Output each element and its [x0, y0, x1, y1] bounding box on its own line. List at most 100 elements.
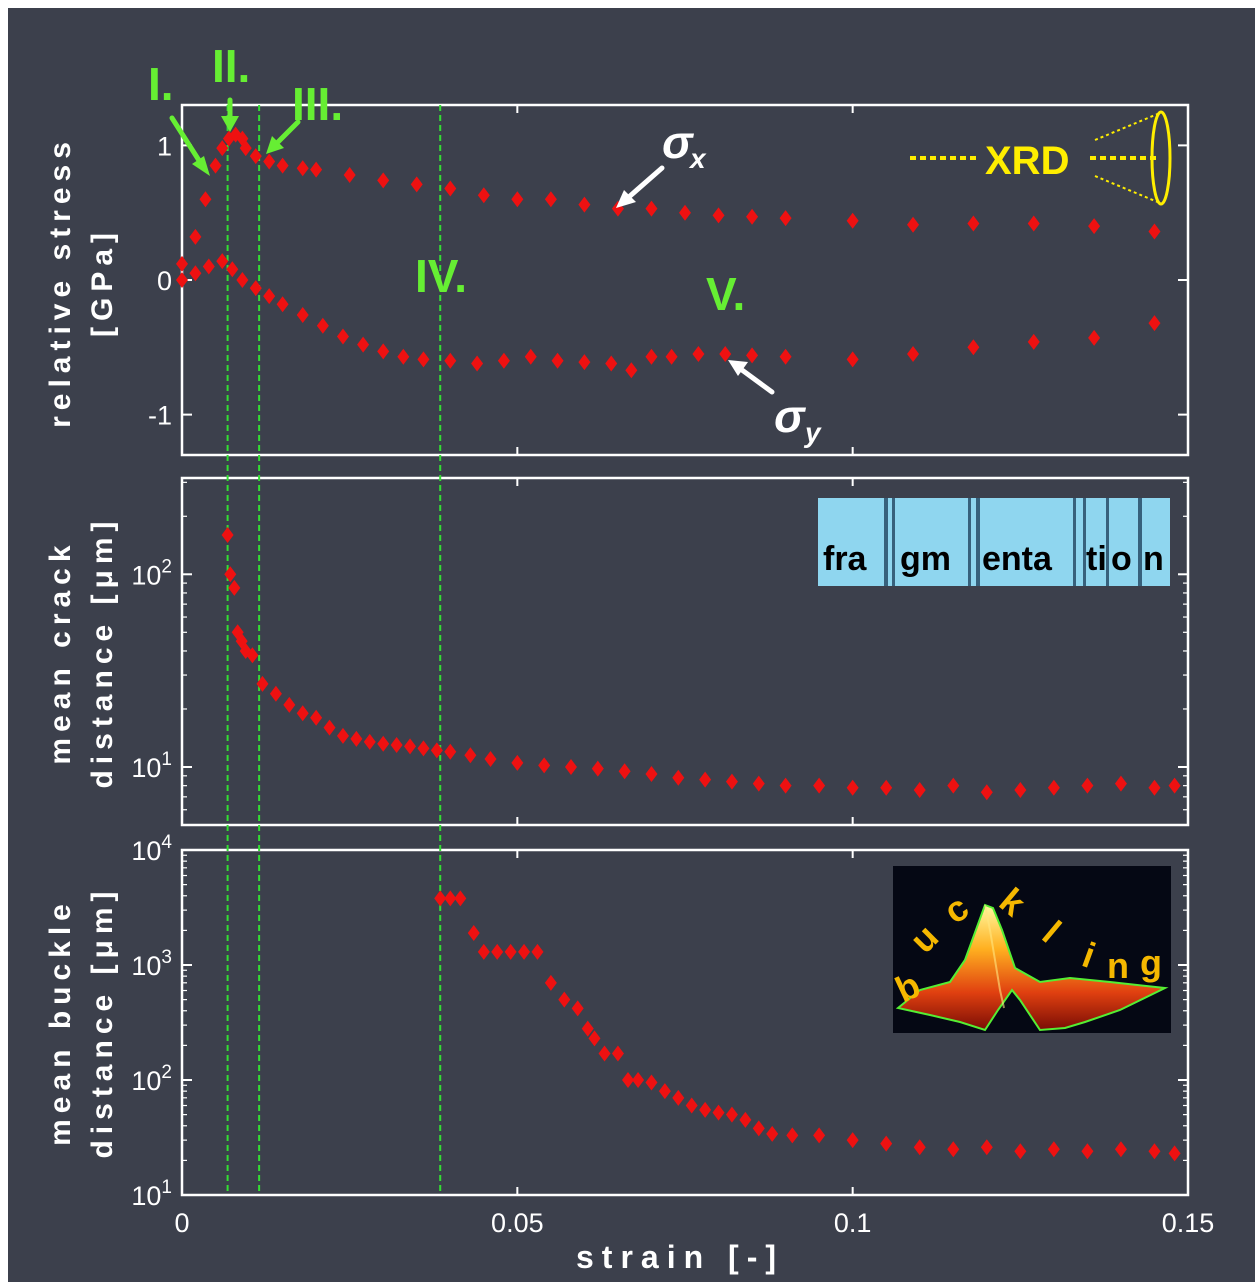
crack-distance-marker	[283, 696, 296, 713]
buckle-distance-marker	[632, 1072, 645, 1088]
crack-line	[1073, 498, 1076, 586]
buckle-distance-marker	[1081, 1143, 1094, 1160]
sigma_x-marker	[746, 208, 759, 225]
crack-distance-marker	[377, 735, 390, 752]
y-tick-label: 1	[157, 131, 172, 161]
fragmentation-word: gm	[900, 540, 951, 578]
crack-distance-marker	[336, 727, 349, 744]
crack-distance-marker	[752, 775, 765, 792]
crack-distance-marker	[1168, 777, 1181, 794]
sigma_y-marker	[746, 347, 759, 364]
arrow-regime-I	[169, 115, 210, 176]
buckle-distance-marker	[766, 1125, 779, 1142]
crack-distance-marker	[672, 769, 685, 786]
sigma_y-marker	[551, 352, 564, 369]
y-tick-label: 103	[131, 947, 172, 981]
sigma_x-marker	[377, 172, 390, 189]
crack-distance-marker	[269, 685, 282, 702]
sigma_y-marker	[1027, 333, 1040, 350]
crack-distance-marker	[1114, 775, 1127, 792]
crack-distance-marker	[350, 730, 363, 747]
crack-distance-marker	[363, 733, 376, 750]
sigma_x-marker	[343, 167, 356, 183]
sigma_x-marker	[209, 157, 222, 174]
sigma_y-marker	[336, 328, 349, 345]
crack-distance-marker	[645, 765, 658, 782]
sigma_y-marker	[645, 348, 658, 365]
crack-lines	[884, 498, 1142, 586]
sigma_x-marker	[296, 160, 309, 177]
sigma_y-marker	[1148, 315, 1161, 332]
sigma-x-subscript: x	[688, 143, 707, 174]
crack-line	[976, 498, 980, 586]
crack-distance-marker	[296, 705, 309, 722]
buckle-distance-marker	[846, 1132, 859, 1149]
crack-distance-marker	[725, 773, 738, 790]
buckling-letter: g	[1140, 942, 1162, 983]
crack-distance-marker	[538, 757, 551, 774]
sigma_x-marker	[310, 161, 323, 178]
crack-ylabel-line2: distance [μm]	[86, 515, 119, 788]
sigma_x-marker	[176, 255, 188, 272]
sigma_x-marker	[189, 228, 202, 245]
crack-line	[1083, 498, 1086, 586]
sigma_x-marker	[679, 204, 691, 221]
sigma_x-marker	[1148, 223, 1161, 240]
sigma_y-marker	[226, 261, 239, 278]
buckle-distance-marker	[598, 1045, 611, 1062]
sigma_y-marker	[276, 296, 289, 313]
fragmentation-words: fra gm enta ti o n	[823, 540, 1164, 578]
crack-distance-marker	[323, 719, 336, 736]
buckle-distance-marker	[477, 943, 490, 960]
regime-label-V: V.	[706, 268, 745, 320]
figure-background	[8, 8, 1255, 1282]
arrow-sigma-y	[728, 360, 775, 395]
x-tick-label: 0	[174, 1208, 189, 1238]
crack-distance-marker	[464, 747, 477, 764]
sigma_y-marker	[605, 355, 618, 372]
crack-ylabel-line1: mean crack	[44, 539, 77, 764]
sigma_x-marker	[511, 191, 524, 208]
arrow-regime-II	[221, 97, 239, 132]
crack-distance-marker	[256, 675, 269, 692]
fragmentation-image	[818, 498, 1170, 586]
sigma_x-marker	[1027, 215, 1040, 232]
buckle-distance-marker	[739, 1111, 752, 1128]
sigma_x-marker	[199, 191, 212, 208]
y-tick-label: 101	[131, 1177, 172, 1211]
buckle-surface	[895, 903, 1169, 1032]
buckle-ylabel-line2: distance [μm]	[86, 885, 119, 1158]
buckle-distance-marker	[786, 1127, 799, 1144]
sigma_x-marker	[967, 215, 980, 232]
regime-label-III: III.	[292, 78, 343, 130]
sigma_y-marker	[907, 346, 920, 363]
sigma_y-marker	[1088, 329, 1101, 346]
buckle-distance-marker	[752, 1120, 765, 1137]
buckle-distance-marker	[467, 924, 480, 941]
buckle-distance-marker	[531, 943, 544, 960]
buckle-distance-marker	[621, 1072, 634, 1088]
crack-line	[892, 498, 895, 586]
sigma_y-marker	[524, 348, 537, 365]
crack-distance-marker	[484, 751, 497, 768]
crack-distance-marker	[511, 754, 524, 771]
buckle-distance-marker	[558, 991, 571, 1008]
sigma_y-marker	[471, 355, 484, 372]
buckling-inset: b u c k l i n g	[889, 866, 1171, 1033]
fragmentation-word: fra	[823, 540, 868, 578]
fragmentation-word: n	[1143, 540, 1164, 578]
buckle-distance-marker	[712, 1104, 725, 1121]
buckle-distance-marker	[1168, 1145, 1181, 1162]
sigma_y-marker	[216, 253, 229, 270]
sigma_y-marker	[377, 343, 390, 360]
sigma_y-marker	[357, 336, 370, 353]
crack-line	[968, 498, 971, 586]
crack-distance-marker	[1014, 781, 1027, 798]
buckle-distance-marker	[725, 1106, 738, 1123]
crack-line	[884, 498, 888, 586]
crack-distance-marker	[618, 763, 631, 780]
buckle-ylabel-line1: mean buckle	[44, 898, 77, 1146]
crack-line	[1106, 498, 1109, 586]
buckle-distance-marker	[544, 974, 557, 991]
